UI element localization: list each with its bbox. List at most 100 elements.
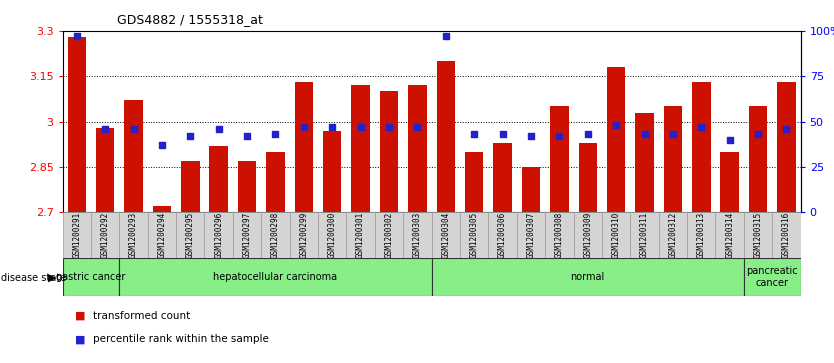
Text: ■: ■: [75, 311, 86, 321]
Bar: [436, 61, 455, 212]
Bar: [772, 212, 801, 258]
Point: [638, 131, 651, 137]
Point: [553, 133, 566, 139]
Bar: [636, 113, 654, 212]
Bar: [465, 152, 484, 212]
Bar: [119, 258, 432, 296]
Text: gastric cancer: gastric cancer: [56, 272, 126, 282]
Text: GSM1200312: GSM1200312: [668, 212, 677, 258]
Bar: [323, 131, 341, 212]
Bar: [716, 212, 744, 258]
Text: percentile rank within the sample: percentile rank within the sample: [93, 334, 269, 344]
Bar: [574, 212, 602, 258]
Text: GSM1200310: GSM1200310: [611, 212, 620, 258]
Bar: [692, 82, 711, 212]
Point: [183, 133, 197, 139]
Text: GSM1200304: GSM1200304: [441, 212, 450, 258]
Text: GSM1200296: GSM1200296: [214, 212, 224, 258]
Text: GSM1200293: GSM1200293: [129, 212, 138, 258]
Bar: [181, 161, 199, 212]
Text: GSM1200292: GSM1200292: [101, 212, 109, 258]
Point: [780, 126, 793, 132]
Bar: [749, 106, 767, 212]
Bar: [664, 106, 682, 212]
Bar: [522, 167, 540, 212]
Bar: [266, 152, 284, 212]
Text: hepatocellular carcinoma: hepatocellular carcinoma: [214, 272, 338, 282]
Text: pancreatic
cancer: pancreatic cancer: [746, 266, 798, 287]
Point: [468, 131, 481, 137]
Point: [695, 124, 708, 130]
Bar: [460, 212, 489, 258]
Point: [410, 124, 424, 130]
Text: GSM1200314: GSM1200314: [726, 212, 734, 258]
Text: transformed count: transformed count: [93, 311, 191, 321]
Bar: [777, 82, 796, 212]
Point: [723, 137, 736, 143]
Text: GSM1200311: GSM1200311: [640, 212, 649, 258]
Point: [269, 131, 282, 137]
Bar: [351, 85, 369, 212]
Point: [354, 124, 367, 130]
Bar: [659, 212, 687, 258]
Point: [610, 122, 623, 128]
Bar: [119, 212, 148, 258]
Text: ▶: ▶: [48, 273, 57, 283]
Bar: [408, 85, 427, 212]
Bar: [379, 91, 399, 212]
Text: GSM1200303: GSM1200303: [413, 212, 422, 258]
Bar: [602, 212, 631, 258]
Point: [751, 131, 765, 137]
Bar: [153, 206, 171, 212]
Text: GSM1200307: GSM1200307: [526, 212, 535, 258]
Bar: [489, 212, 517, 258]
Bar: [204, 212, 233, 258]
Text: GSM1200299: GSM1200299: [299, 212, 309, 258]
Text: GSM1200301: GSM1200301: [356, 212, 365, 258]
Bar: [209, 146, 228, 212]
Point: [127, 126, 140, 132]
Bar: [517, 212, 545, 258]
Bar: [148, 212, 176, 258]
Bar: [238, 161, 256, 212]
Bar: [289, 212, 318, 258]
Point: [240, 133, 254, 139]
Text: GSM1200309: GSM1200309: [583, 212, 592, 258]
Bar: [233, 212, 261, 258]
Bar: [261, 212, 289, 258]
Point: [496, 131, 510, 137]
Bar: [744, 258, 801, 296]
Point: [325, 124, 339, 130]
Point: [525, 133, 538, 139]
Bar: [124, 101, 143, 212]
Text: GDS4882 / 1555318_at: GDS4882 / 1555318_at: [117, 13, 263, 26]
Bar: [687, 212, 716, 258]
Bar: [68, 37, 86, 212]
Point: [382, 124, 395, 130]
Text: GSM1200316: GSM1200316: [782, 212, 791, 258]
Bar: [545, 212, 574, 258]
Bar: [176, 212, 204, 258]
Bar: [432, 212, 460, 258]
Text: GSM1200291: GSM1200291: [73, 212, 81, 258]
Text: GSM1200294: GSM1200294: [158, 212, 167, 258]
Bar: [403, 212, 432, 258]
Point: [297, 124, 310, 130]
Bar: [294, 82, 313, 212]
Text: GSM1200298: GSM1200298: [271, 212, 280, 258]
Point: [70, 33, 83, 39]
Bar: [432, 258, 744, 296]
Point: [666, 131, 680, 137]
Point: [581, 131, 595, 137]
Text: disease state: disease state: [1, 273, 66, 283]
Point: [212, 126, 225, 132]
Bar: [721, 152, 739, 212]
Bar: [318, 212, 346, 258]
Bar: [96, 128, 114, 212]
Text: GSM1200305: GSM1200305: [470, 212, 479, 258]
Text: GSM1200315: GSM1200315: [754, 212, 762, 258]
Point: [155, 142, 168, 148]
Bar: [63, 212, 91, 258]
Bar: [607, 67, 626, 212]
Bar: [63, 258, 119, 296]
